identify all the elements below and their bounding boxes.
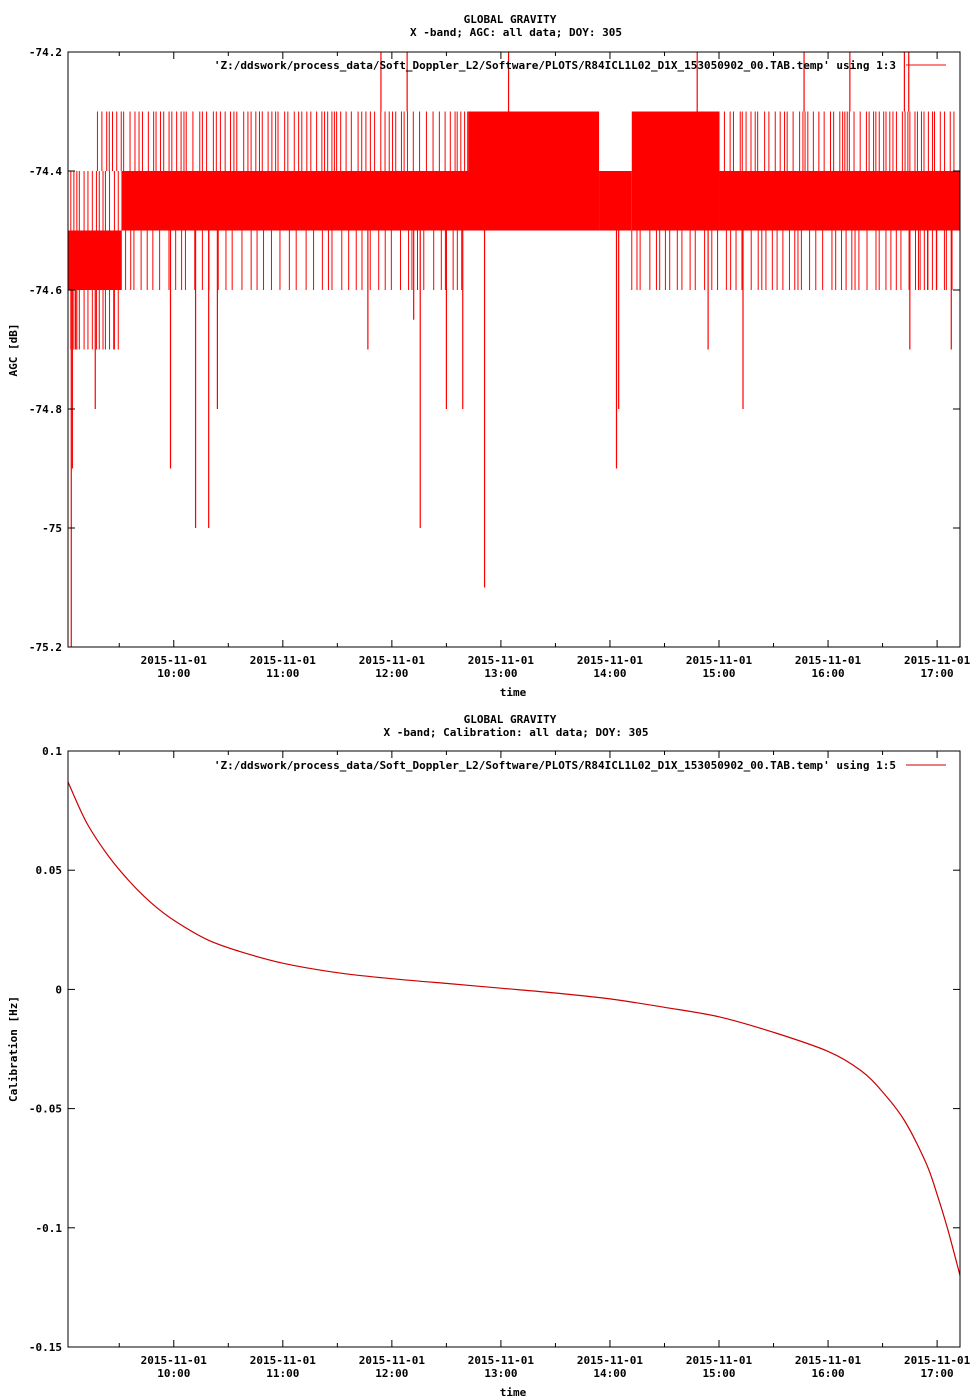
calibration-y-tick-label: 0.1 [42,745,62,758]
calibration-plot-frame [67,750,961,1348]
calibration-x-tick-time: 12:00 [375,1367,408,1380]
calibration-x-tick-date: 2015-11-01 [359,1354,426,1367]
calibration-subtitle: X -band; Calibration: all data; DOY: 305 [384,726,649,739]
agc-x-tick-time: 17:00 [921,667,954,680]
calibration-y-tick-label: 0.05 [36,864,63,877]
agc-x-tick-date: 2015-11-01 [577,654,644,667]
calibration-x-tick-date: 2015-11-01 [250,1354,317,1367]
calibration-x-tick-time: 10:00 [157,1367,190,1380]
calibration-x-tick-time: 13:00 [484,1367,517,1380]
agc-data-band [719,171,960,231]
calibration-y-tick-label: -0.1 [36,1222,63,1235]
calibration-axes: 0.10.050-0.05-0.1-0.152015-11-0110:00201… [29,745,971,1380]
agc-x-axis-label: time [500,686,527,699]
agc-x-tick-date: 2015-11-01 [795,654,862,667]
calibration-x-tick-date: 2015-11-01 [468,1354,535,1367]
agc-x-tick-time: 11:00 [266,667,299,680]
calibration-x-tick-date: 2015-11-01 [904,1354,971,1367]
calibration-x-tick-time: 15:00 [702,1367,735,1380]
calibration-y-tick-label: 0 [55,983,62,996]
agc-data-band [631,111,720,231]
agc-x-tick-date: 2015-11-01 [250,654,317,667]
agc-title: GLOBAL GRAVITY [464,13,557,26]
calibration-x-tick-time: 16:00 [811,1367,844,1380]
calibration-chart: GLOBAL GRAVITY X -band; Calibration: all… [7,713,971,1399]
agc-y-tick-label: -75.2 [29,641,62,654]
calibration-x-tick-time: 17:00 [921,1367,954,1380]
agc-y-axis-label: AGC [dB] [7,324,20,377]
calibration-title: GLOBAL GRAVITY [464,713,557,726]
agc-y-tick-label: -74.4 [29,165,62,178]
calibration-y-axis-label: Calibration [Hz] [7,996,20,1102]
agc-data-band [599,171,632,231]
agc-plot-frame [67,51,961,648]
calibration-plot-area [67,781,961,1276]
agc-data-band [121,171,600,231]
agc-x-tick-date: 2015-11-01 [468,654,535,667]
calibration-x-tick-time: 11:00 [266,1367,299,1380]
calibration-x-axis-label: time [500,1386,527,1399]
calibration-x-tick-date: 2015-11-01 [795,1354,862,1367]
agc-x-tick-date: 2015-11-01 [686,654,753,667]
agc-plot-area [67,52,960,647]
agc-subtitle: X -band; AGC: all data; DOY: 305 [410,26,622,39]
agc-y-tick-label: -74.8 [29,403,62,416]
agc-y-tick-label: -74.2 [29,46,62,59]
calibration-x-tick-time: 14:00 [593,1367,626,1380]
agc-axes: -74.2-74.4-74.6-74.8-75-75.22015-11-0110… [29,46,971,680]
agc-x-tick-time: 13:00 [484,667,517,680]
calibration-legend-label: 'Z:/ddswork/process_data/Soft_Doppler_L2… [214,759,896,772]
calibration-y-tick-label: -0.05 [29,1103,62,1116]
calibration-y-tick-label: -0.15 [29,1341,62,1354]
agc-x-tick-date: 2015-11-01 [904,654,971,667]
agc-y-tick-label: -74.6 [29,284,62,297]
calibration-series-line [67,781,961,1276]
agc-legend-label: 'Z:/ddswork/process_data/Soft_Doppler_L2… [214,59,896,72]
agc-x-tick-time: 16:00 [811,667,844,680]
agc-x-tick-date: 2015-11-01 [359,654,426,667]
agc-x-tick-time: 15:00 [702,667,735,680]
agc-y-tick-label: -75 [42,522,62,535]
agc-chart: GLOBAL GRAVITY X -band; AGC: all data; D… [7,13,971,699]
calibration-x-tick-date: 2015-11-01 [141,1354,208,1367]
agc-x-tick-date: 2015-11-01 [141,654,208,667]
agc-x-tick-time: 12:00 [375,667,408,680]
agc-x-tick-time: 14:00 [593,667,626,680]
agc-x-tick-time: 10:00 [157,667,190,680]
agc-data-band [468,111,600,171]
calibration-x-tick-date: 2015-11-01 [686,1354,753,1367]
calibration-x-tick-date: 2015-11-01 [577,1354,644,1367]
